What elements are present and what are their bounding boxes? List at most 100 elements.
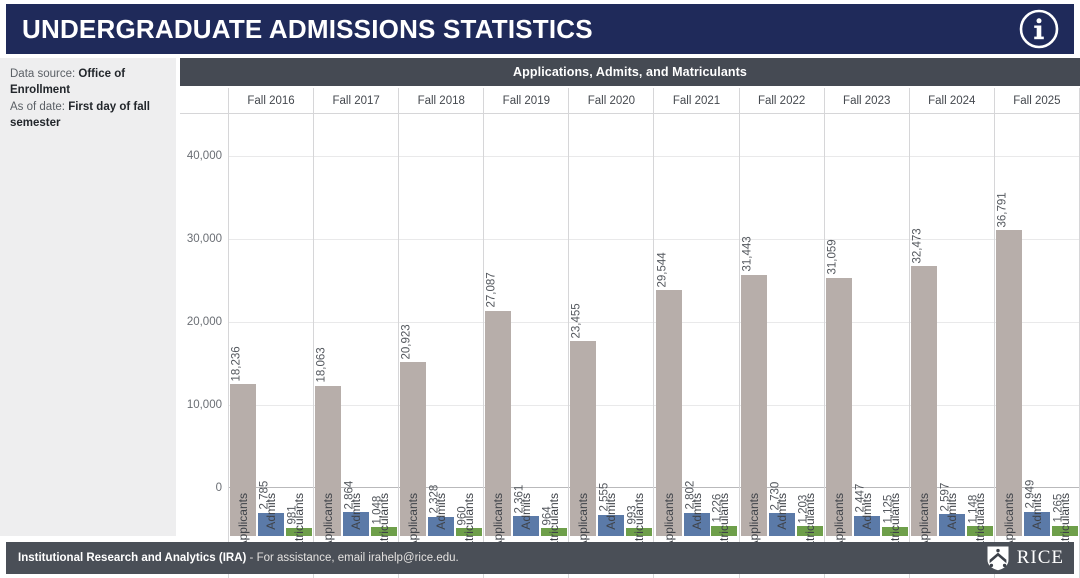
year-header-cell: Fall 2017 (313, 88, 398, 113)
bar-matriculants[interactable]: 1,265 (1051, 494, 1078, 536)
year-header-cell: Fall 2024 (908, 88, 994, 113)
bar-slot: 18,063 (314, 114, 342, 536)
bar-admits[interactable]: 2,802 (683, 481, 710, 536)
category-label-group: Applicants Admits Matriculants (568, 489, 653, 578)
bar-slot: 2,802 (683, 114, 711, 536)
year-header-cell: Fall 2021 (653, 88, 738, 113)
category-label-applicants: Applicants (491, 493, 506, 549)
category-label-admits: Admits (1029, 493, 1044, 530)
bar-slot: 2,597 (938, 114, 966, 536)
bar-matriculants[interactable]: 1,148 (966, 495, 993, 536)
bar-applicants[interactable]: 20,923 (400, 324, 427, 536)
year-header-cell: Fall 2016 (228, 88, 313, 113)
bar-slot: 1,203 (796, 114, 824, 536)
rice-shield-icon (987, 546, 1009, 571)
category-label-applicants: Applicants (321, 493, 336, 549)
category-label-group: Applicants Admits Matriculants (823, 489, 909, 578)
year-header-cell: Fall 2025 (993, 88, 1080, 113)
bar-slot: 1,265 (1051, 114, 1079, 536)
bar-value-label: 29,544 (656, 252, 669, 288)
bar-slot: 2,447 (853, 114, 881, 536)
category-label-applicants: Applicants (831, 493, 846, 549)
category-label-group: Applicants Admits Matriculants (398, 489, 483, 578)
year-header-cell: Fall 2022 (738, 88, 824, 113)
bar-admits[interactable]: 2,447 (853, 484, 880, 536)
category-label-admits: Admits (519, 493, 534, 530)
category-label-applicants: Applicants (661, 493, 676, 549)
rice-wordmark: RICE (1016, 547, 1064, 568)
bar-matriculants[interactable]: 1,048 (371, 496, 398, 536)
category-label-admits: Admits (604, 493, 619, 530)
year-header-row: Fall 2016 Fall 2017 Fall 2018 Fall 2019 Fall… (180, 88, 1080, 114)
bar-admits[interactable]: 2,785 (258, 481, 285, 536)
bar-matriculants[interactable]: 1,203 (796, 494, 823, 536)
bar-slot: 32,473 (910, 114, 938, 536)
bar-groups: 18,236 2,785 981 18,063 2,864 1,048 20,923 2,32… (228, 114, 1080, 536)
bar-matriculants[interactable]: 993 (626, 506, 653, 536)
bar-matriculants[interactable]: 964 (541, 506, 568, 536)
bar-group: 23,455 2,555 993 (568, 114, 653, 536)
bar-matriculants[interactable]: 1,125 (881, 495, 908, 536)
category-label-applicants: Applicants (1001, 493, 1016, 549)
bar-applicants[interactable]: 32,473 (910, 228, 937, 536)
year-header-cell: Fall 2018 (398, 88, 483, 113)
category-label-admits: Admits (434, 493, 449, 530)
bar-applicants[interactable]: 29,544 (655, 252, 682, 536)
as-of-date-value: First day of fall semester (10, 101, 150, 129)
bar-slot: 2,864 (342, 114, 370, 536)
bar-slot: 964 (540, 114, 568, 536)
footer-contact-text: Institutional Research and Analytics (IR… (18, 552, 459, 564)
bar-value-label: 31,443 (741, 236, 754, 272)
bar-matriculants[interactable]: 981 (285, 506, 312, 536)
bar-group: 36,791 2,949 1,265 (993, 114, 1080, 536)
footer-assistance-text: - For assistance, email irahelp@rice.edu… (246, 552, 459, 564)
bar-matriculants[interactable]: 960 (456, 506, 483, 536)
page-header: UNDERGRADUATE ADMISSIONS STATISTICS (6, 4, 1074, 54)
bar-admits[interactable]: 2,730 (768, 482, 795, 536)
bar-group: 18,236 2,785 981 (228, 114, 313, 536)
bar-slot: 1,148 (966, 114, 994, 536)
bar-applicants[interactable]: 23,455 (570, 303, 597, 536)
bar-group: 32,473 2,597 1,148 (908, 114, 994, 536)
category-label-admits: Admits (944, 493, 959, 530)
bar-group: 18,063 2,864 1,048 (313, 114, 398, 536)
bar-slot: 1,048 (370, 114, 398, 536)
bar-slot: 1,226 (711, 114, 739, 536)
info-circle-icon[interactable] (1018, 8, 1060, 50)
bar-admits[interactable]: 2,864 (343, 480, 370, 536)
category-label-group: Applicants Admits Matriculants (483, 489, 568, 578)
bar-value-label: 20,923 (400, 323, 413, 360)
bar-admits[interactable]: 2,328 (428, 485, 455, 536)
bar-value-label: 32,473 (911, 227, 924, 264)
category-label-admits: Admits (689, 493, 704, 530)
bar-applicants[interactable]: 27,087 (485, 273, 512, 536)
bar-slot: 2,730 (768, 114, 796, 536)
category-label-group: Applicants Admits Matriculants (908, 489, 994, 578)
bar-admits[interactable]: 2,597 (938, 483, 965, 536)
year-header-cell: Fall 2023 (823, 88, 909, 113)
bar-matriculants[interactable]: 1,226 (711, 494, 738, 536)
category-label-group: Applicants Admits Matriculants (228, 489, 313, 578)
year-header-cell: Fall 2020 (568, 88, 653, 113)
data-source-label: Data source: (10, 68, 76, 80)
chart-panel: Applications, Admits, and Matriculants F… (180, 58, 1080, 578)
bar-slot: 31,443 (740, 114, 768, 536)
bar-applicants[interactable]: 31,059 (825, 240, 852, 536)
rice-logo: RICE (986, 545, 1064, 571)
y-axis-tick-label: 20,000 (186, 315, 222, 328)
chart-title-bar: Applications, Admits, and Matriculants (180, 58, 1080, 86)
bar-admits[interactable]: 2,361 (513, 485, 540, 536)
as-of-date-label: As of date: (10, 101, 65, 113)
y-axis-tick-label: 30,000 (186, 232, 222, 245)
bar-admits[interactable]: 2,555 (598, 483, 625, 536)
bar-applicants[interactable]: 18,236 (230, 346, 257, 536)
category-labels-row: Applicants Admits Matriculants Applicants Ad… (228, 489, 1080, 578)
bar-value-label: 23,455 (570, 302, 583, 339)
bar-slot: 20,923 (399, 114, 427, 536)
page-footer: Institutional Research and Analytics (IR… (6, 542, 1074, 574)
bar-admits[interactable]: 2,949 (1023, 480, 1050, 536)
bar-applicants[interactable]: 36,791 (995, 192, 1022, 536)
bar-slot: 31,059 (825, 114, 853, 536)
bar-applicants[interactable]: 31,443 (740, 237, 767, 536)
bar-applicants[interactable]: 18,063 (315, 348, 342, 536)
